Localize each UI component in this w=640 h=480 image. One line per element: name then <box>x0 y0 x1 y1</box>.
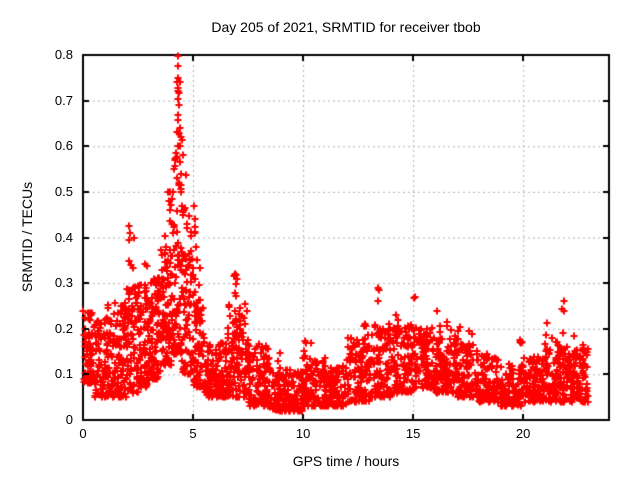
y-tick-label: 0.7 <box>54 92 73 108</box>
x-tick-label: 0 <box>79 426 87 441</box>
y-tick-label: 0.8 <box>54 47 73 62</box>
y-tick-label: 0.2 <box>54 320 73 336</box>
x-axis-label: GPS time / hours <box>292 453 400 469</box>
y-tick-label: 0.5 <box>54 183 73 199</box>
x-tick-label: 5 <box>189 426 197 441</box>
x-tick-label: 20 <box>515 426 531 441</box>
y-tick-label: 0.4 <box>54 229 73 245</box>
x-tick-label: 15 <box>405 426 421 441</box>
chart-title: Day 205 of 2021, SRMTID for receiver tbo… <box>211 19 481 35</box>
y-tick-label: 0.6 <box>54 138 73 154</box>
y-tick-label: 0.1 <box>54 366 73 382</box>
y-tick-label: 0 <box>65 412 73 427</box>
y-tick-label: 0.3 <box>54 275 73 291</box>
x-tick-label: 10 <box>295 426 311 441</box>
